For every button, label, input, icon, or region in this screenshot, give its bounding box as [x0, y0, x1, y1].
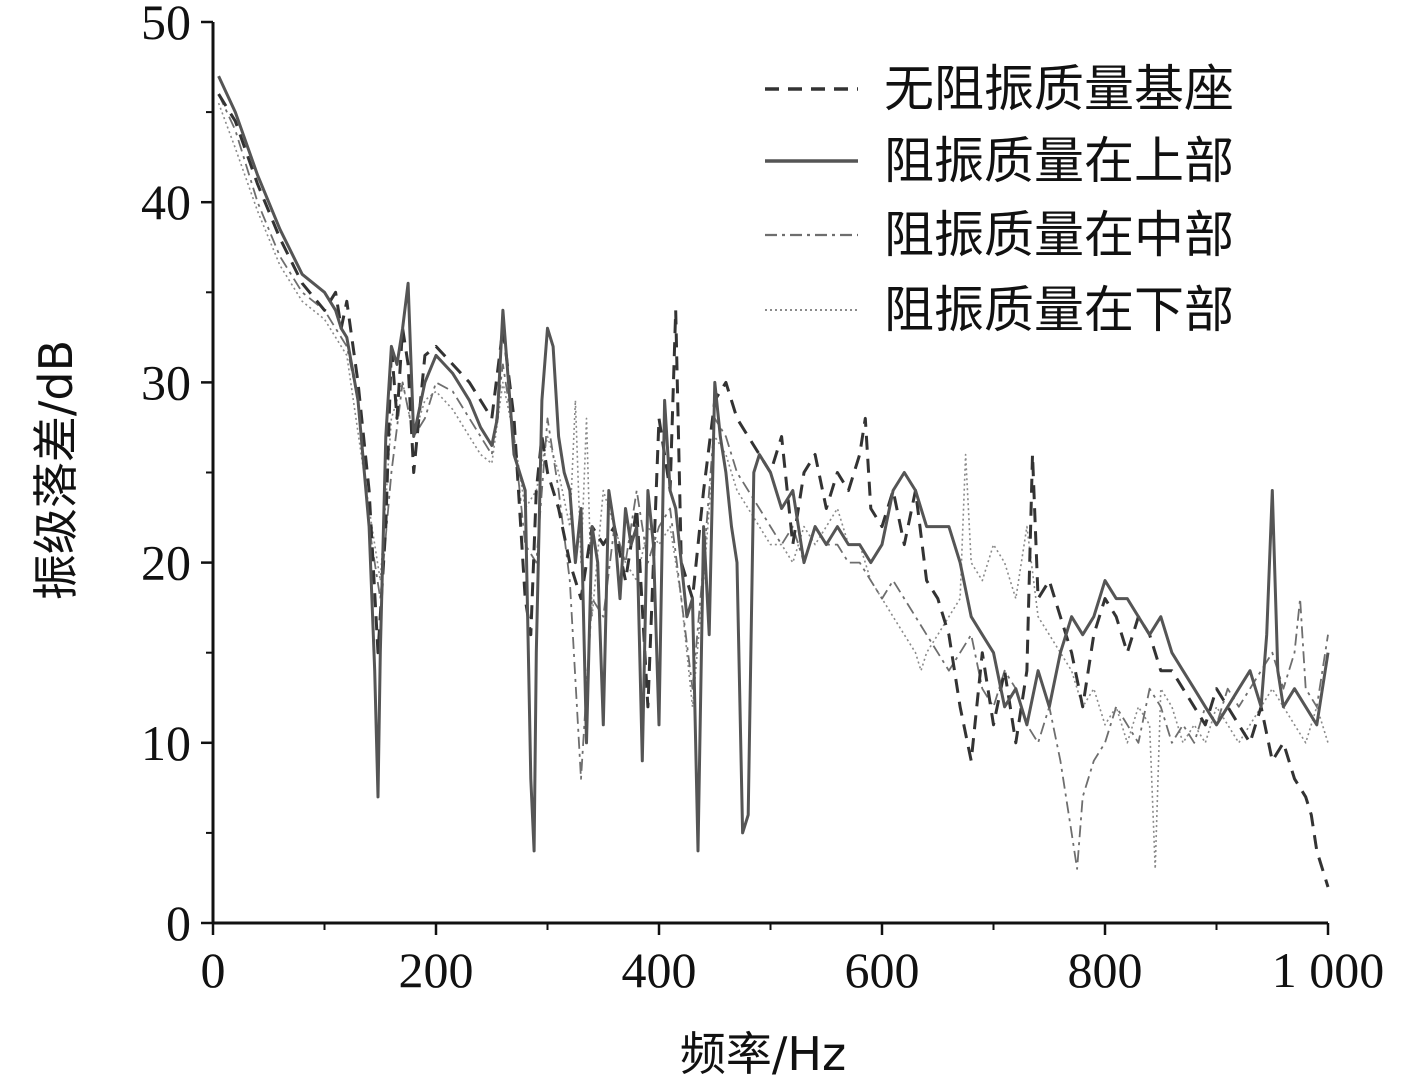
y-tick-label: 20: [141, 535, 191, 591]
x-axis-title: 频率/Hz: [680, 1027, 846, 1081]
series-line-2: [217, 75, 1330, 853]
y-tick-label: 30: [141, 354, 191, 410]
plot-lines: [217, 75, 1330, 888]
x-tick-label: 400: [622, 942, 697, 998]
x-tick-label: 0: [201, 942, 226, 998]
y-tick-label: 40: [141, 174, 191, 230]
x-tick-label: 1 000: [1272, 942, 1385, 998]
legend-label-2: 阻振质量在上部: [884, 132, 1234, 190]
x-tick-label: 600: [845, 942, 920, 998]
x-tick-label: 200: [399, 942, 474, 998]
y-axis-title: 振级落差/dB: [29, 340, 83, 600]
legend-label-3: 阻振质量在中部: [884, 206, 1234, 264]
legend-label-4: 阻振质量在下部: [884, 281, 1234, 339]
series-line-3: [217, 93, 1329, 870]
y-tick-label: 0: [166, 895, 191, 951]
y-tick-label: 10: [141, 715, 191, 771]
x-tick-label: 800: [1068, 942, 1143, 998]
series-line-1: [217, 93, 1330, 888]
ticks: 0 200 400 600 800 1 000 0 10 20 30 40 50: [141, 0, 1384, 998]
y-tick-label: 50: [141, 0, 191, 50]
legend-label-1: 无阻振质量基座: [884, 60, 1234, 118]
